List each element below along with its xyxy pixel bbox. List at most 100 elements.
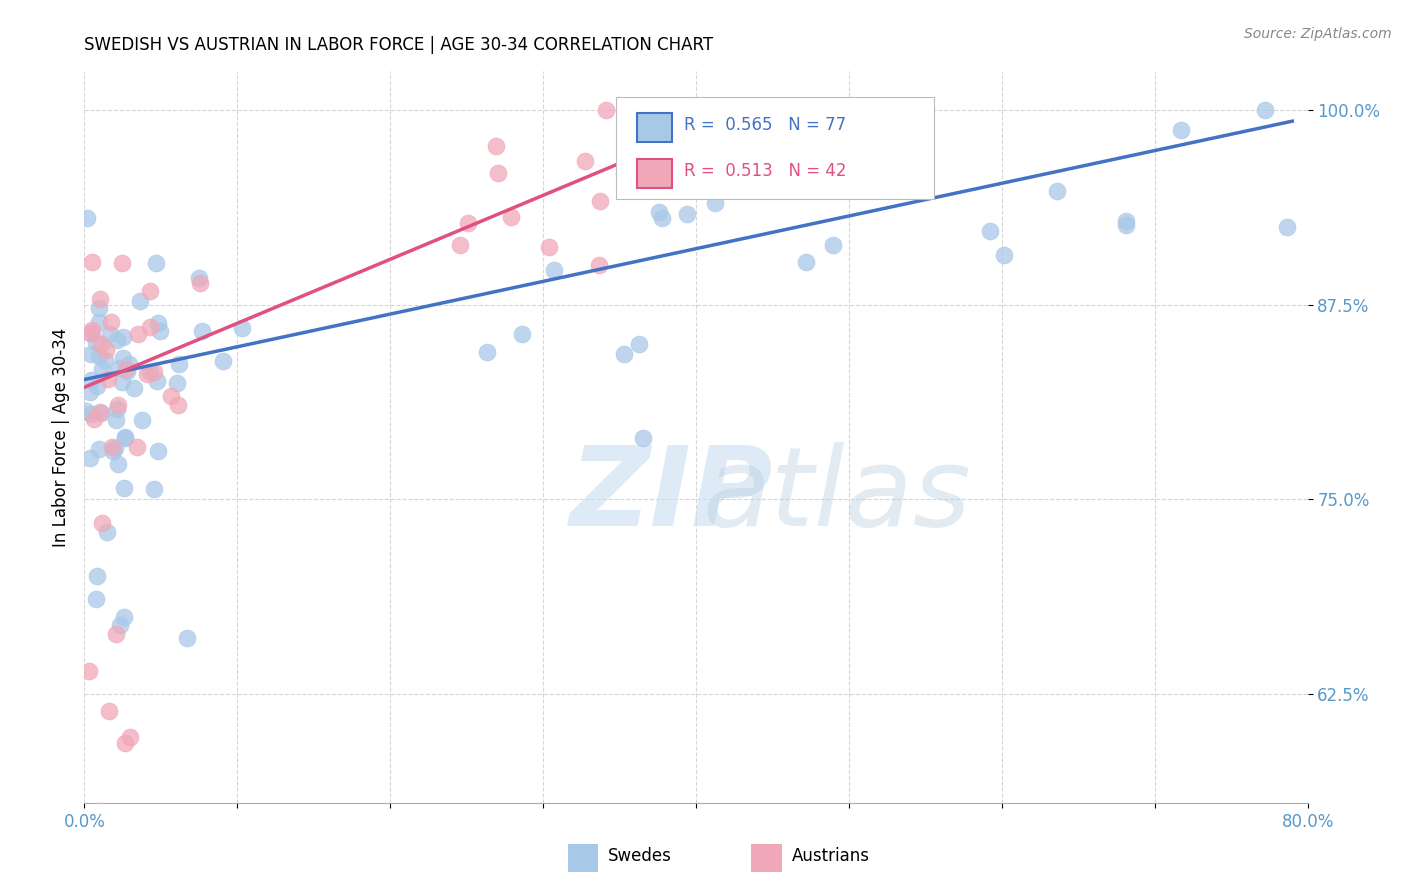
Y-axis label: In Labor Force | Age 30-34: In Labor Force | Age 30-34 [52,327,70,547]
Point [105,333,128,347]
Point [449,237,471,252]
Point [613,347,636,361]
Text: R =  0.513   N = 42: R = 0.513 N = 42 [683,162,846,180]
Point [76,211,98,225]
Point [79,326,101,340]
Point [89,293,111,307]
Point [616,103,638,118]
Point [96,524,118,539]
Point [139,284,162,298]
Point [80,374,103,388]
Point [510,326,533,341]
Text: Austrians: Austrians [792,847,869,865]
Bar [568,844,598,871]
Point [75,404,97,418]
Point [146,316,169,330]
Point [111,256,134,270]
Point [122,381,145,395]
Point [166,399,188,413]
Point [117,364,139,378]
Point [589,194,612,208]
Point [588,258,610,272]
Point [1046,184,1069,198]
Point [90,406,112,420]
Point [80,347,103,361]
Point [993,248,1015,262]
Point [118,730,141,744]
Point [111,375,134,389]
Text: R =  0.565   N = 77: R = 0.565 N = 77 [683,117,846,135]
Point [870,150,893,164]
Point [112,481,135,495]
Point [146,444,169,458]
Point [595,103,617,118]
Point [169,357,191,371]
Point [1170,122,1192,136]
Point [100,315,122,329]
Point [160,389,183,403]
Point [136,367,159,381]
Point [114,609,136,624]
Point [97,704,120,718]
Point [94,352,117,367]
Point [143,482,166,496]
Point [765,122,787,136]
Point [188,271,211,285]
Point [537,240,560,254]
Point [105,627,128,641]
Point [79,450,101,465]
Bar [637,159,672,188]
Point [86,569,108,583]
Point [139,320,162,334]
Point [212,353,235,368]
Point [108,617,131,632]
Point [114,431,136,445]
Point [80,254,103,268]
Point [107,361,129,376]
Point [127,326,149,341]
Point [101,443,124,458]
Point [486,166,509,180]
Point [477,344,499,359]
Point [231,321,253,335]
Point [84,335,107,350]
Point [457,216,479,230]
Point [101,440,124,454]
Point [94,343,117,358]
Point [676,207,699,221]
Point [146,374,169,388]
Point [142,365,165,379]
Point [145,255,167,269]
FancyBboxPatch shape [616,97,935,200]
Text: ZIP: ZIP [569,442,773,549]
Point [1115,218,1137,232]
Point [97,372,120,386]
Point [139,365,162,379]
Point [86,378,108,392]
Point [111,351,134,365]
Point [98,326,121,341]
Point [627,336,650,351]
Point [104,413,127,427]
Point [80,408,103,422]
Bar [751,844,782,871]
Point [111,330,134,344]
Point [794,255,817,269]
Point [149,324,172,338]
Point [176,631,198,645]
Point [114,430,136,444]
Text: Source: ZipAtlas.com: Source: ZipAtlas.com [1244,27,1392,41]
Point [574,153,596,168]
Text: atlas: atlas [703,442,972,549]
Point [104,441,127,455]
Bar [637,113,672,143]
Point [90,516,112,531]
Point [114,736,136,750]
Point [166,376,188,391]
Point [499,210,522,224]
Point [79,665,101,679]
Point [821,237,844,252]
Point [647,205,669,219]
Point [191,324,214,338]
Point [118,357,141,371]
